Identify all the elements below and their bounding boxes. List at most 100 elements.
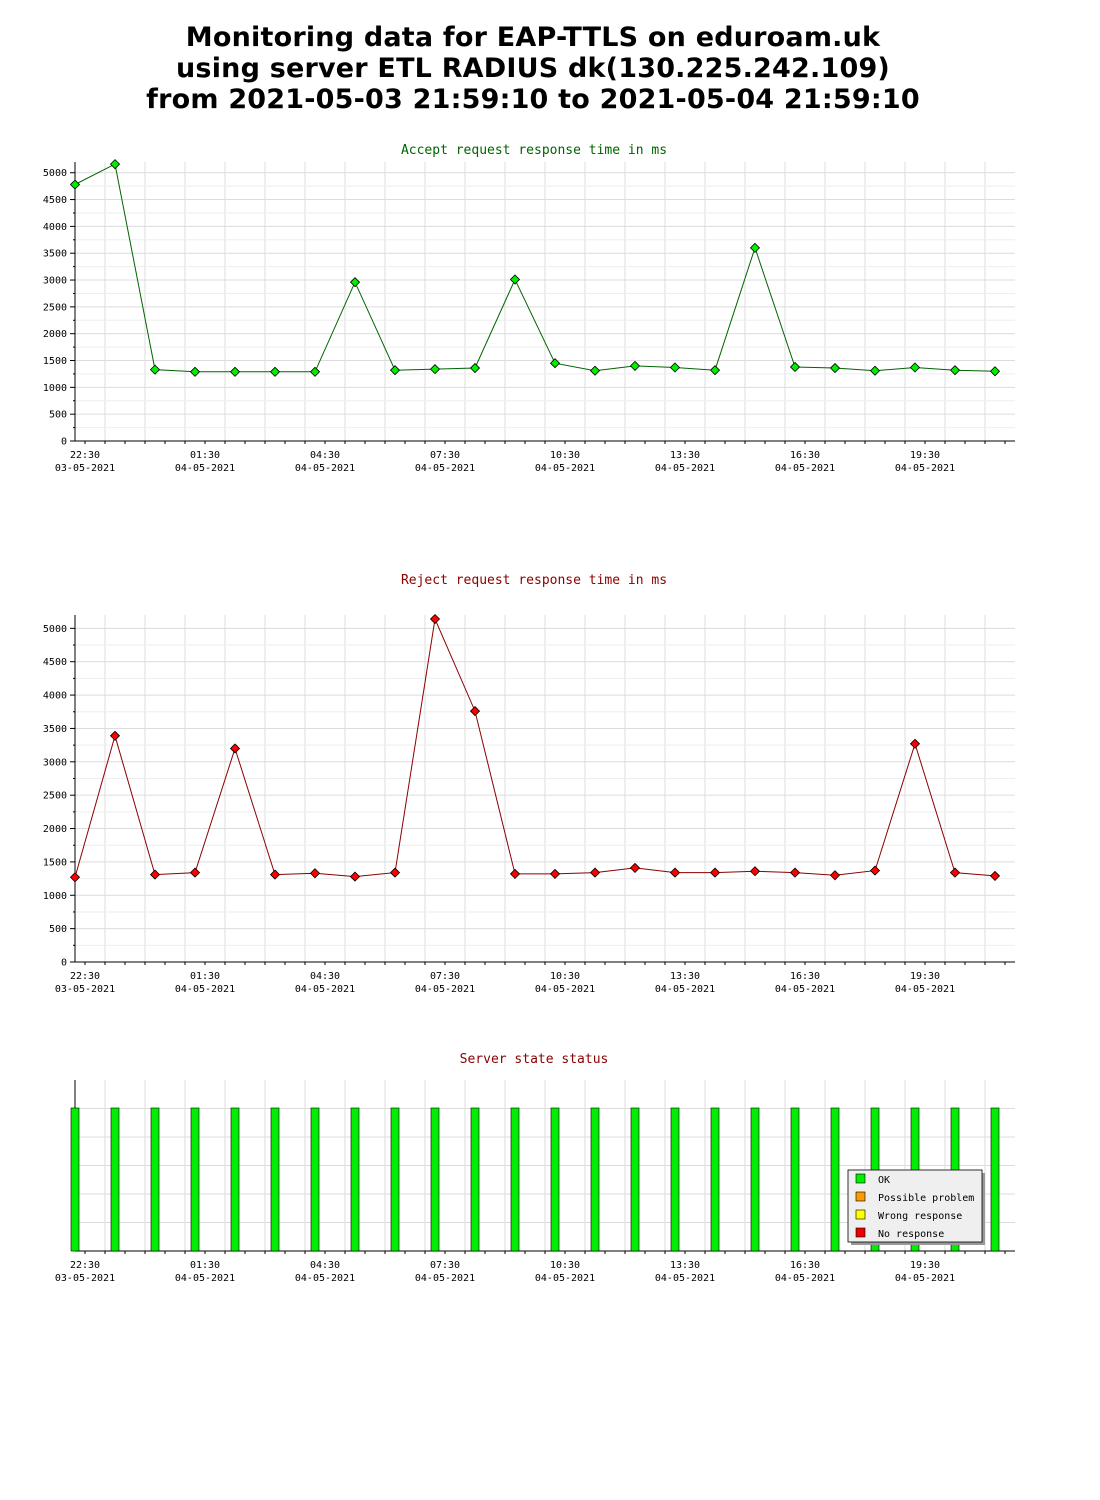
x-tick-label: 10:30 bbox=[550, 971, 580, 982]
status-bar bbox=[830, 1107, 840, 1252]
status-bar bbox=[390, 1107, 400, 1252]
data-point bbox=[229, 743, 241, 754]
x-tick-date: 04-05-2021 bbox=[295, 1273, 355, 1284]
status-bar bbox=[310, 1107, 320, 1252]
x-tick-label: 22:30 bbox=[70, 971, 100, 982]
x-tick-label: 07:30 bbox=[430, 971, 460, 982]
data-point bbox=[669, 362, 681, 373]
status-bar bbox=[550, 1107, 560, 1252]
y-tick-label: 4500 bbox=[43, 195, 67, 206]
data-point bbox=[709, 867, 721, 878]
status-bar bbox=[430, 1107, 440, 1252]
data-point bbox=[989, 870, 1001, 881]
x-tick-date: 04-05-2021 bbox=[535, 463, 595, 474]
x-tick-label: 16:30 bbox=[790, 1260, 820, 1271]
accept-response-time-chart: Accept request response time in ms 0 500 1… bbox=[43, 143, 1015, 474]
x-tick-date: 04-05-2021 bbox=[775, 984, 835, 995]
y-tick-label: 3000 bbox=[43, 276, 67, 287]
x-tick-date: 04-05-2021 bbox=[655, 463, 715, 474]
status-bar bbox=[350, 1107, 360, 1252]
x-tick-date: 04-05-2021 bbox=[775, 1273, 835, 1284]
x-tick-label: 07:30 bbox=[430, 1260, 460, 1271]
legend-label: OK bbox=[878, 1175, 890, 1186]
x-tick-label: 19:30 bbox=[910, 971, 940, 982]
y-tick-label: 0 bbox=[61, 958, 67, 969]
y-tick-label: 4000 bbox=[43, 222, 67, 233]
data-point bbox=[749, 866, 761, 877]
x-tick-label: 13:30 bbox=[670, 971, 700, 982]
header-line-2: using server ETL RADIUS dk(130.225.242.1… bbox=[176, 53, 890, 84]
x-tick-date: 04-05-2021 bbox=[175, 1273, 235, 1284]
x-tick-date: 03-05-2021 bbox=[55, 463, 115, 474]
status-bar bbox=[470, 1107, 480, 1252]
status-bar bbox=[110, 1107, 120, 1252]
data-point bbox=[829, 362, 841, 374]
x-tick-date: 04-05-2021 bbox=[655, 984, 715, 995]
grid bbox=[75, 615, 1015, 962]
data-point bbox=[269, 869, 281, 880]
x-tick-date: 04-05-2021 bbox=[655, 1273, 715, 1284]
status-bar bbox=[230, 1107, 240, 1252]
data-point bbox=[549, 868, 561, 879]
y-tick-label: 4000 bbox=[43, 691, 67, 702]
x-tick-label: 22:30 bbox=[70, 450, 100, 461]
y-tick-label: 1000 bbox=[43, 383, 67, 394]
data-point bbox=[349, 277, 361, 288]
data-point bbox=[429, 613, 441, 625]
header-line-1: Monitoring data for EAP-TTLS on eduroam.… bbox=[185, 22, 881, 53]
data-point bbox=[389, 867, 401, 878]
data-point bbox=[189, 366, 201, 377]
status-bar bbox=[190, 1107, 200, 1252]
data-point bbox=[149, 869, 161, 880]
x-tick-label: 01:30 bbox=[190, 450, 220, 461]
x-tick-date: 04-05-2021 bbox=[775, 463, 835, 474]
y-tick-label: 2500 bbox=[43, 791, 67, 802]
status-bar bbox=[590, 1107, 600, 1252]
status-bar bbox=[790, 1107, 800, 1252]
data-point bbox=[589, 867, 601, 878]
y-tick-label: 500 bbox=[49, 924, 67, 935]
legend-swatch bbox=[855, 1191, 866, 1202]
x-tick-date: 04-05-2021 bbox=[535, 1273, 595, 1284]
y-tick-label: 1500 bbox=[43, 356, 67, 367]
data-point bbox=[309, 366, 321, 377]
x-tick-date: 04-05-2021 bbox=[175, 984, 235, 995]
x-tick-date: 04-05-2021 bbox=[895, 984, 955, 995]
data-point bbox=[509, 868, 521, 879]
data-point bbox=[589, 365, 601, 376]
data-point bbox=[149, 364, 161, 375]
x-tick-date: 04-05-2021 bbox=[535, 984, 595, 995]
x-tick-label: 04:30 bbox=[310, 450, 340, 461]
y-tick-label: 3000 bbox=[43, 757, 67, 768]
data-point bbox=[789, 361, 801, 373]
x-tick-label: 16:30 bbox=[790, 971, 820, 982]
x-tick-label: 01:30 bbox=[190, 1260, 220, 1271]
y-tick-label: 1500 bbox=[43, 857, 67, 868]
x-tick-date: 04-05-2021 bbox=[295, 984, 355, 995]
data-point bbox=[629, 360, 641, 371]
data-point bbox=[629, 862, 641, 873]
chart-title: Server state status bbox=[460, 1052, 609, 1067]
data-point bbox=[189, 867, 201, 878]
data-point bbox=[869, 865, 881, 876]
data-point bbox=[789, 867, 801, 878]
legend-swatch bbox=[855, 1209, 866, 1220]
data-point bbox=[669, 867, 681, 878]
y-tick-label: 5000 bbox=[43, 168, 67, 179]
chart-title: Reject request response time in ms bbox=[401, 573, 667, 588]
data-point bbox=[229, 366, 241, 377]
data-point bbox=[509, 274, 521, 285]
data-point bbox=[109, 730, 121, 741]
data-point bbox=[869, 365, 881, 376]
y-tick-label: 5000 bbox=[43, 624, 67, 635]
data-point bbox=[69, 179, 81, 190]
status-bar bbox=[990, 1107, 1000, 1252]
data-point bbox=[909, 362, 921, 373]
legend-label: No response bbox=[878, 1229, 944, 1240]
status-bar bbox=[150, 1107, 160, 1252]
data-point bbox=[109, 159, 121, 170]
data-point bbox=[829, 870, 841, 881]
x-tick-label: 19:30 bbox=[910, 450, 940, 461]
x-tick-date: 04-05-2021 bbox=[895, 1273, 955, 1284]
data-point bbox=[949, 365, 961, 376]
